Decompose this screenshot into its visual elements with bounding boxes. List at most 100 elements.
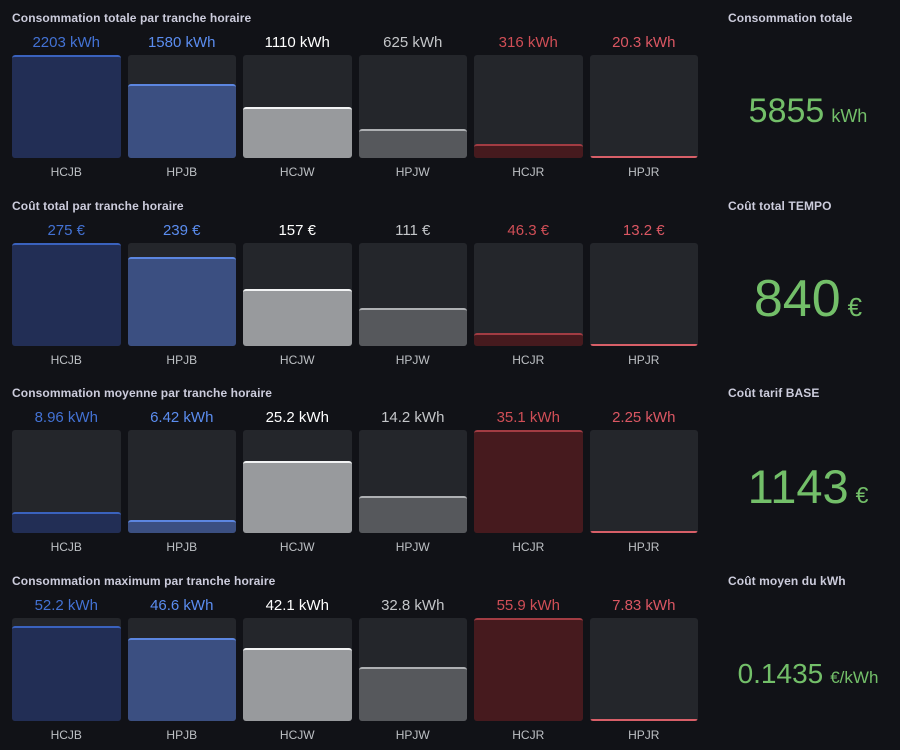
bar-track bbox=[474, 55, 583, 158]
bar-gauge-panel: Consommation moyenne par tranche horaire… bbox=[0, 375, 710, 563]
bar-field-label: HPJR bbox=[628, 165, 660, 179]
stat-value: 0.1435 €/kWh bbox=[728, 590, 888, 750]
bar-value-label: 42.1 kWh bbox=[265, 596, 329, 614]
bar-gauge: 14.2 kWh HPJW bbox=[358, 408, 467, 555]
bar-gauges: 2203 kWh HCJB 1580 kWh HPJB 1110 kWh HCJ… bbox=[12, 33, 698, 180]
bar-field-label: HCJB bbox=[50, 352, 82, 367]
bar-track bbox=[474, 430, 583, 533]
bar-value-label: 1580 kWh bbox=[147, 34, 216, 51]
bar-gauge: 2203 kWh HCJB bbox=[12, 33, 121, 180]
bar-track bbox=[589, 430, 698, 533]
bar-gauge: 625 kWh HPJW bbox=[358, 33, 467, 180]
bar-track bbox=[474, 242, 583, 346]
stat-number: 5855 bbox=[748, 92, 825, 131]
bar-value-label: 111 € bbox=[395, 221, 431, 239]
bar-gauge: 316 kWh HCJR bbox=[474, 33, 583, 180]
panel-title[interactable]: Consommation totale par tranche horaire bbox=[12, 11, 252, 25]
bar-track bbox=[12, 430, 121, 533]
bar-value-label: 2.25 kWh bbox=[612, 409, 676, 426]
bar-field-label: HPJB bbox=[166, 352, 198, 367]
panel-title[interactable]: Coût total TEMPO bbox=[728, 198, 832, 213]
bar-gauge: 8.96 kWh HCJB bbox=[12, 408, 121, 555]
bar-track bbox=[358, 55, 467, 158]
bar-value-label: 2203 kWh bbox=[32, 34, 101, 51]
bar-gauge: 20.3 kWh HPJR bbox=[589, 33, 698, 180]
stat-inner: 0.1435 €/kWh bbox=[738, 659, 879, 688]
panel-title[interactable]: Coût tarif BASE bbox=[728, 386, 820, 400]
bar-value-label: 316 kWh bbox=[498, 34, 558, 51]
bar-field-label: HCJR bbox=[512, 165, 545, 179]
stat-panel: Consommation totale 5855 kWh bbox=[710, 0, 900, 188]
bar-track bbox=[589, 617, 698, 721]
bar-panels-column: Consommation totale par tranche horaire … bbox=[0, 11, 710, 750]
bar-field-label: HCJB bbox=[50, 540, 82, 554]
bar-fill bbox=[243, 107, 352, 158]
bar-field-label: HPJR bbox=[628, 540, 660, 554]
bar-gauge: 52.2 kWh HCJB bbox=[12, 596, 121, 743]
bar-track bbox=[127, 617, 236, 721]
stat-unit: kWh bbox=[831, 106, 868, 127]
bar-fill bbox=[358, 496, 467, 533]
bar-track bbox=[127, 55, 236, 158]
bar-gauges: 8.96 kWh HCJB 6.42 kWh HPJB 25.2 kWh HCJ… bbox=[12, 408, 698, 555]
stat-unit: € bbox=[855, 481, 869, 508]
bar-field-label: HCJR bbox=[512, 352, 545, 367]
bar-track bbox=[243, 242, 352, 346]
bar-track bbox=[358, 617, 467, 721]
panel-title[interactable]: Consommation totale bbox=[728, 11, 853, 25]
bar-fill bbox=[12, 512, 121, 533]
bar-fill bbox=[127, 637, 236, 721]
bar-gauge: 1110 kWh HCJW bbox=[243, 33, 352, 180]
bar-gauges: 275 € HCJB 239 € HPJB 157 € HCJW 111 € H… bbox=[12, 221, 698, 368]
bar-gauge: 111 € HPJW bbox=[358, 221, 467, 368]
bar-fill bbox=[243, 647, 352, 721]
bar-fill bbox=[243, 461, 352, 533]
bar-fill bbox=[12, 55, 121, 158]
panel-title[interactable]: Consommation maximum par tranche horaire bbox=[12, 573, 276, 588]
bar-track bbox=[12, 242, 121, 346]
bar-fill bbox=[127, 520, 236, 533]
bar-fill bbox=[589, 718, 698, 721]
bar-fill bbox=[243, 288, 352, 346]
bar-field-label: HPJW bbox=[395, 727, 430, 742]
bar-fill bbox=[358, 129, 467, 158]
bar-track bbox=[358, 430, 467, 533]
bar-gauge-panel: Consommation maximum par tranche horaire… bbox=[0, 563, 710, 750]
panel-title[interactable]: Coût moyen du kWh bbox=[728, 573, 846, 588]
bar-field-label: HPJB bbox=[166, 727, 198, 742]
bar-gauge: 275 € HCJB bbox=[12, 221, 121, 368]
bar-gauge: 239 € HPJB bbox=[127, 221, 236, 368]
stat-value: 5855 kWh bbox=[728, 27, 888, 188]
bar-gauge: 25.2 kWh HCJW bbox=[243, 408, 352, 555]
bar-fill bbox=[589, 531, 698, 533]
bar-track bbox=[127, 242, 236, 346]
stat-value: 1143 € bbox=[728, 402, 888, 563]
bar-value-label: 239 € bbox=[162, 221, 201, 239]
bar-gauge: 13.2 € HPJR bbox=[589, 221, 698, 368]
bar-gauge: 157 € HCJW bbox=[243, 221, 352, 368]
bar-gauge: 55.9 kWh HCJR bbox=[474, 596, 583, 743]
bar-value-label: 6.42 kWh bbox=[150, 409, 214, 426]
bar-gauges: 52.2 kWh HCJB 46.6 kWh HPJB 42.1 kWh HCJ… bbox=[12, 596, 698, 743]
bar-value-label: 35.1 kWh bbox=[496, 409, 560, 426]
bar-fill bbox=[474, 332, 583, 346]
bar-value-label: 55.9 kWh bbox=[496, 596, 560, 614]
bar-gauge-panel: Coût total par tranche horaire 275 € HCJ… bbox=[0, 188, 710, 376]
bar-field-label: HCJR bbox=[512, 727, 545, 742]
panel-title[interactable]: Consommation moyenne par tranche horaire bbox=[12, 386, 273, 400]
bar-track bbox=[243, 617, 352, 721]
bar-field-label: HCJW bbox=[279, 352, 315, 367]
bar-field-label: HPJR bbox=[628, 352, 660, 367]
bar-gauge: 46.6 kWh HPJB bbox=[127, 596, 236, 743]
bar-track bbox=[12, 55, 121, 158]
bar-gauge: 1580 kWh HPJB bbox=[127, 33, 236, 180]
bar-gauge: 42.1 kWh HCJW bbox=[243, 596, 352, 743]
stat-unit: € bbox=[847, 291, 863, 322]
bar-track bbox=[358, 242, 467, 346]
bar-value-label: 275 € bbox=[47, 221, 86, 239]
bar-fill bbox=[127, 84, 236, 158]
panel-title[interactable]: Coût total par tranche horaire bbox=[12, 198, 184, 213]
bar-value-label: 52.2 kWh bbox=[34, 596, 98, 614]
bar-value-label: 7.83 kWh bbox=[612, 596, 676, 614]
